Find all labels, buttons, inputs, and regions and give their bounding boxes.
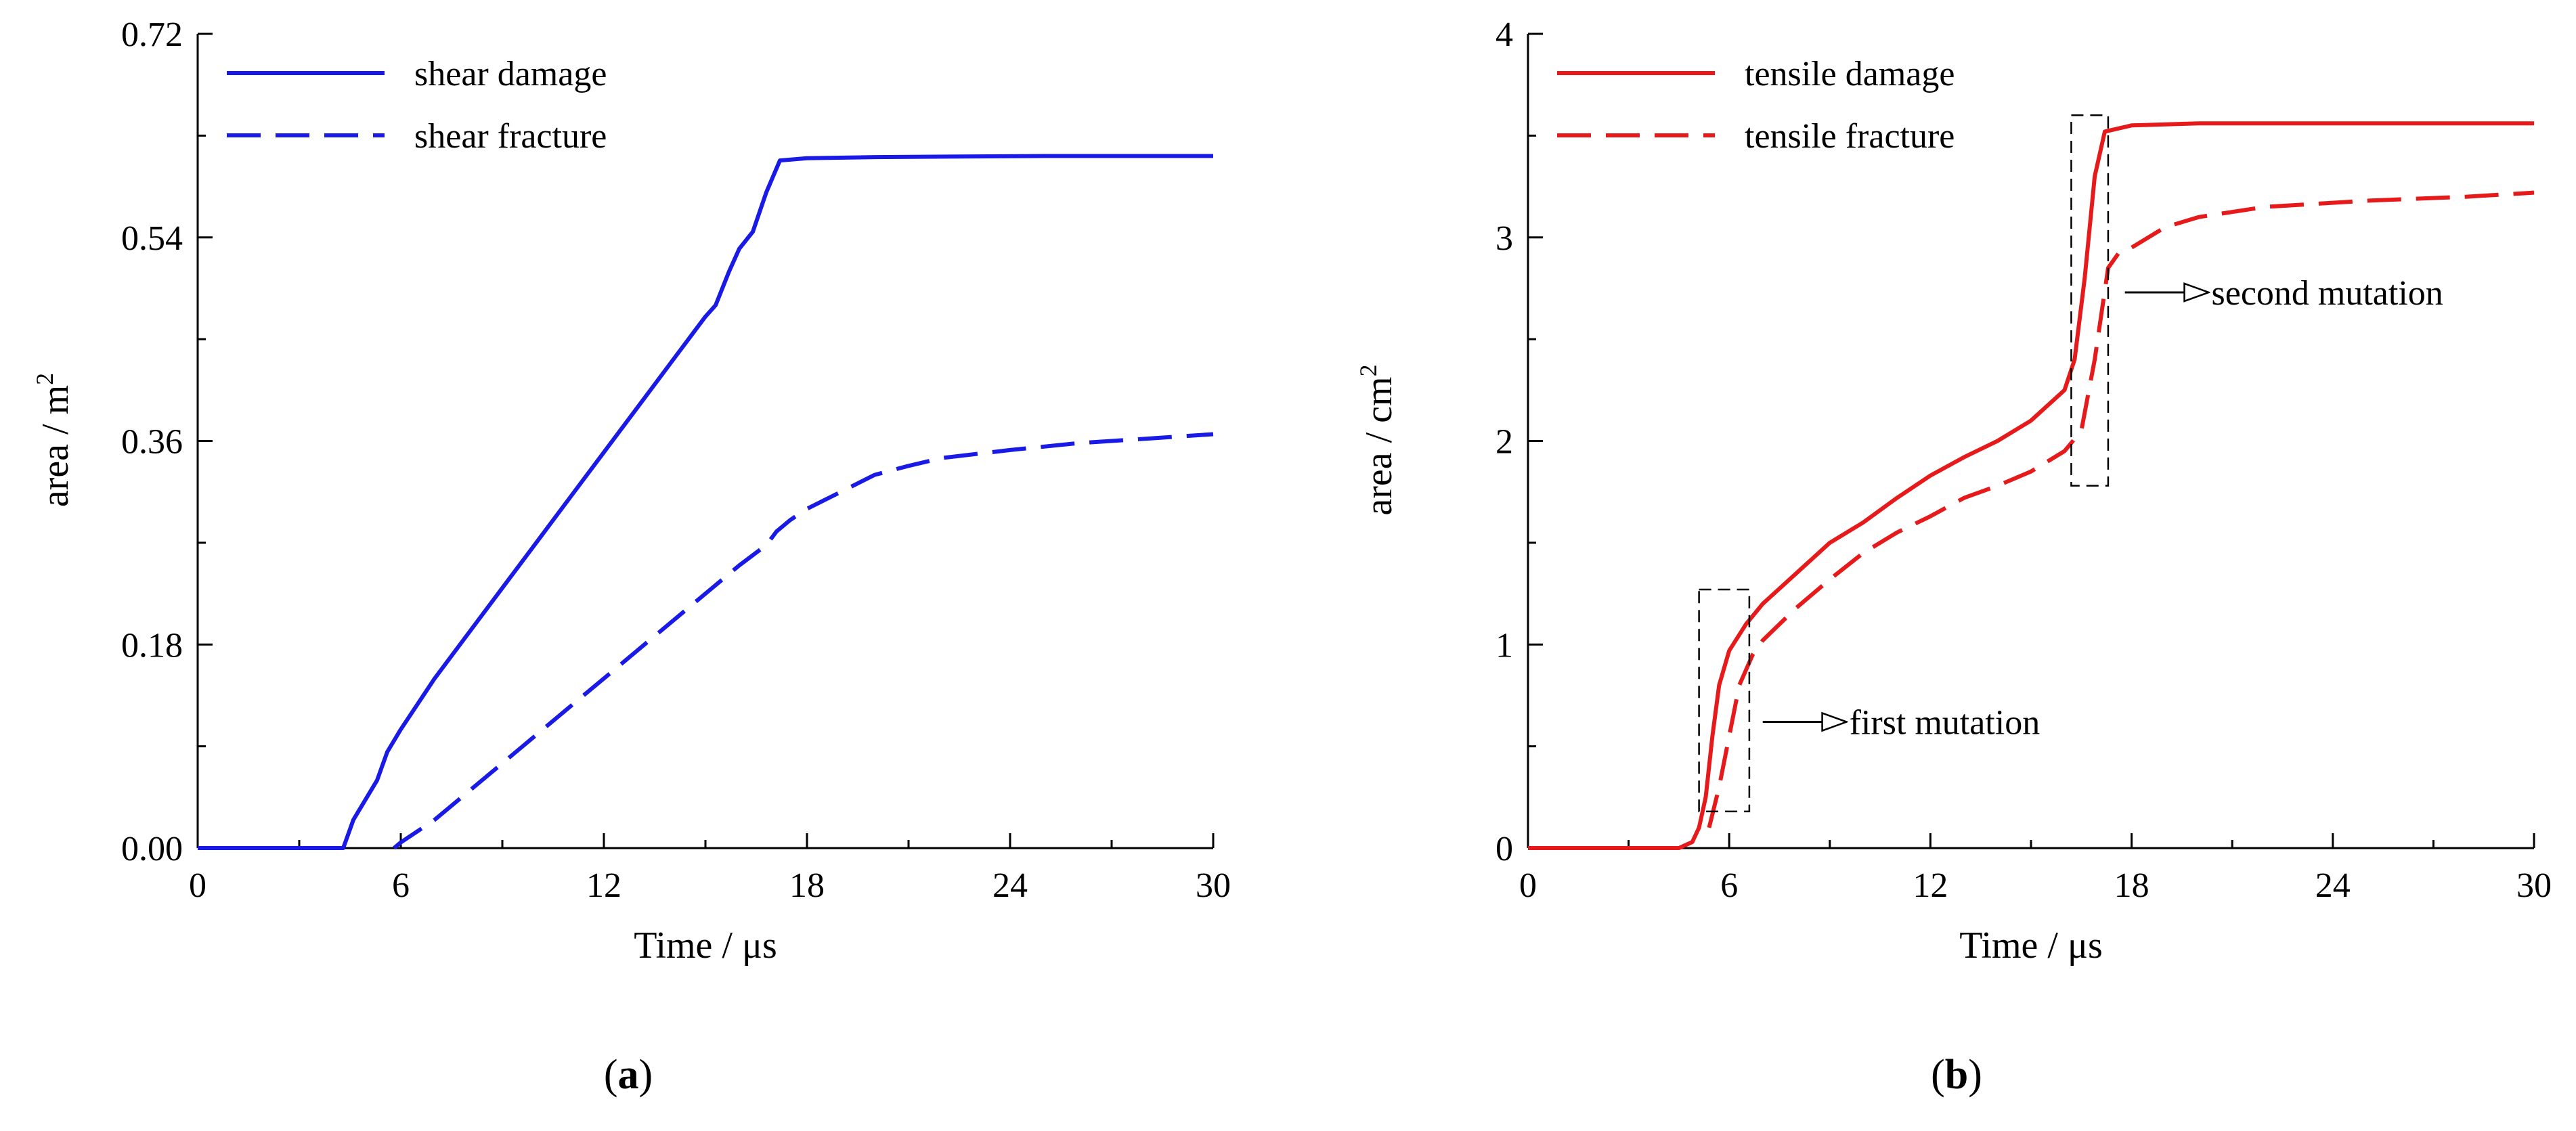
panel-a-y-axis-title: area / m2 (31, 373, 77, 507)
panel-b-y-tick-label: 0 (1496, 830, 1513, 868)
panel-b-y-tick-label: 4 (1496, 16, 1513, 54)
panel-b-x-tick-label: 6 (1720, 866, 1738, 905)
panel-b-legend: tensile damage tensile fracture (1557, 55, 1955, 156)
panel-a-x-tick-label: 18 (789, 866, 825, 905)
panel-b-label-letter: b (1945, 1052, 1968, 1098)
panel-b-annotation-layer: first mutation second mutation (1698, 114, 2443, 813)
panel-b-annotation-label-second-mutation: second mutation (2212, 274, 2443, 313)
panel-b-x-tick-label: 24 (2315, 866, 2351, 905)
panel-b-y-axis-title: area / cm2 (1355, 364, 1400, 515)
panel-a-x-tick-label: 24 (992, 866, 1028, 905)
panel-b-x-tick-label: 0 (1519, 866, 1537, 905)
panel-b-label: (b) (1931, 1052, 1982, 1098)
panel-a-y-tick-label: 0.54 (121, 219, 183, 258)
panel-a-y-tick-label: 0.18 (121, 626, 183, 665)
panel-a-label: (a) (604, 1052, 653, 1098)
panel-b-series-layer (1528, 121, 2535, 850)
panel-a-x-axis-title: Time / μs (634, 925, 777, 967)
panel-a-y-tick-label: 0.72 (121, 16, 183, 54)
panel-a-series-shear-fracture (393, 432, 1214, 850)
panel-b-legend-label-tensile-fracture: tensile fracture (1745, 117, 1955, 156)
panel-b-y-axis-title-main: area / cm (1358, 376, 1400, 515)
panel-b-legend-label-tensile-damage: tensile damage (1745, 55, 1955, 93)
panel-b-annotation-label-first-mutation: first mutation (1850, 704, 2040, 742)
panel-a-legend-label-shear-damage: shear damage (414, 55, 607, 93)
panel-a-ticks: 0 6 12 18 24 30 0.00 0.18 0.36 0.54 0.72 (121, 16, 1231, 905)
panel-b-annotation-box-first-mutation (1698, 588, 1751, 813)
panel-a-x-tick-label: 6 (392, 866, 410, 905)
panel-a-series-layer (198, 154, 1214, 850)
panel-b-series-tensile-damage (1528, 121, 2534, 850)
panel-b-x-axis-title: Time / μs (1959, 925, 2103, 967)
panel-a-x-tick-label: 0 (189, 866, 206, 905)
panel-b-y-tick-label: 2 (1496, 423, 1513, 462)
panel-b-annotation-box-second-mutation (2070, 114, 2110, 487)
panel-b-x-tick-label: 12 (1913, 866, 1948, 905)
panel-b-x-tick-label: 18 (2114, 866, 2149, 905)
panel-a-y-tick-label: 0.00 (121, 830, 183, 868)
panel-a-chart: 0 6 12 18 24 30 0.00 0.18 0.36 0.54 0.72 shear dam… (31, 16, 1231, 1098)
panel-a-y-axis-title-superscript: 2 (31, 373, 58, 385)
panel-a-legend: shear damage shear fracture (227, 55, 607, 156)
panel-b-y-tick-label: 3 (1496, 219, 1513, 258)
panel-a-plot-area: 0 6 12 18 24 30 0.00 0.18 0.36 0.54 0.72 (121, 16, 1231, 905)
panel-a-legend-label-shear-fracture: shear fracture (414, 117, 607, 156)
panel-b-y-axis-title-superscript: 2 (1355, 364, 1382, 376)
panel-a-y-axis-title-main: area / m (35, 385, 77, 507)
panel-b-x-tick-label: 30 (2516, 866, 2552, 905)
panel-a-x-tick-label: 30 (1196, 866, 1231, 905)
panel-a-y-tick-label: 0.36 (121, 423, 183, 462)
panel-a-x-tick-label: 12 (586, 866, 621, 905)
panel-b-y-tick-label: 1 (1496, 626, 1513, 665)
panel-b-series-tensile-fracture (1707, 190, 2535, 828)
panel-a-label-letter: a (618, 1052, 639, 1098)
panel-a-series-shear-damage (198, 154, 1213, 850)
